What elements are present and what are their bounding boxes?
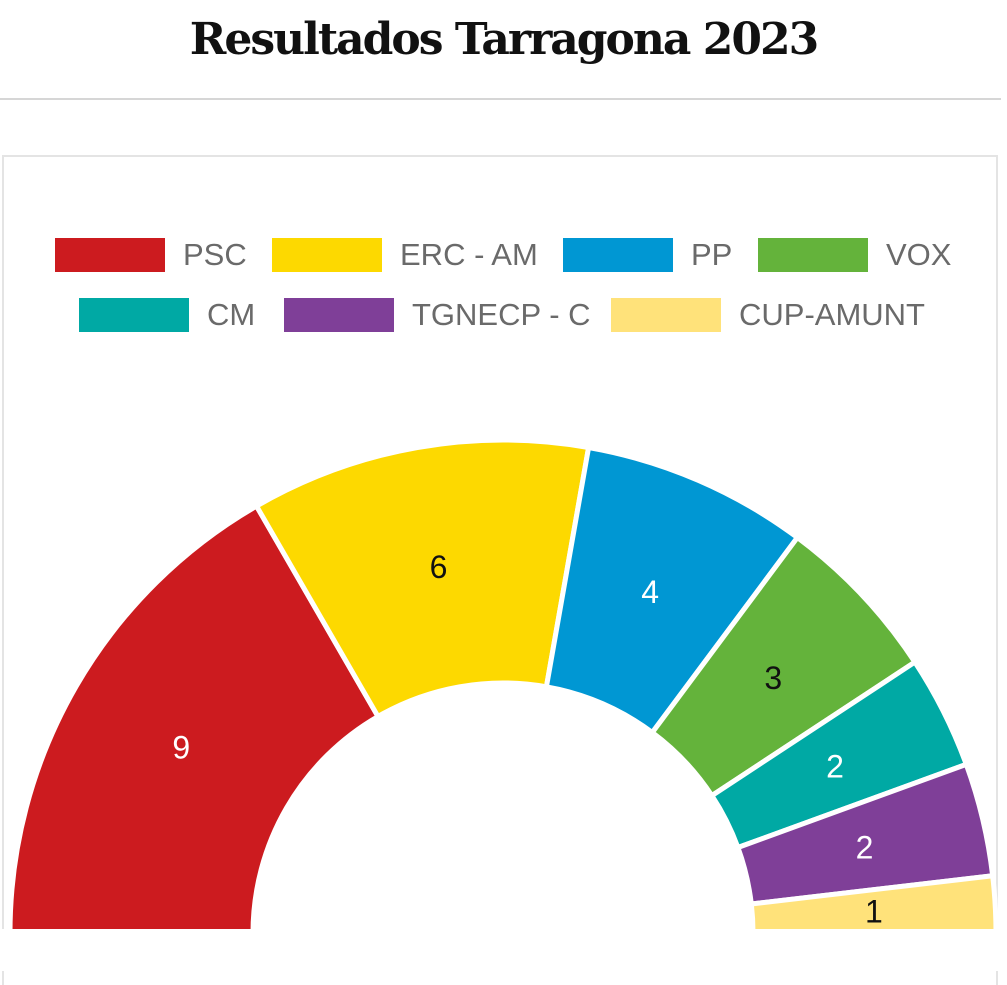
legend-label: PP: [691, 237, 733, 272]
page-title: Resultados Tarragona 2023: [189, 14, 819, 65]
data-label-vox: 3: [764, 660, 782, 696]
legend-item-tgnecp-c[interactable]: TGNECP - C: [284, 297, 591, 333]
legend-swatch: [563, 238, 673, 272]
legend-label: VOX: [886, 237, 952, 272]
data-label-tgnecp-c: 2: [856, 829, 874, 865]
legend-item-cm[interactable]: CM: [79, 297, 255, 333]
legend-item-pp[interactable]: PP: [563, 237, 732, 273]
legend-item-vox[interactable]: VOX: [758, 237, 951, 273]
title-divider: [0, 98, 1001, 100]
legend-label: ERC - AM: [400, 237, 538, 272]
legend-swatch: [55, 238, 165, 272]
legend-swatch: [284, 298, 394, 332]
data-label-cm: 2: [826, 748, 844, 784]
legend-item-erc-am[interactable]: ERC - AM: [272, 237, 538, 273]
legend-swatch: [272, 238, 382, 272]
slice-psc[interactable]: [7, 502, 382, 936]
data-label-pp: 4: [641, 574, 659, 610]
chart-baseline-mask: [0, 929, 1007, 971]
legend-swatch: [611, 298, 721, 332]
legend-swatch: [758, 238, 868, 272]
data-label-cup-amunt: 1: [865, 893, 883, 929]
legend-label: CM: [207, 297, 256, 332]
legend-item-cup-amunt[interactable]: CUP-AMUNT: [611, 297, 925, 333]
data-label-erc-am: 6: [430, 549, 448, 585]
legend-label: TGNECP - C: [412, 297, 591, 332]
slice-erc-am[interactable]: [253, 437, 592, 720]
data-label-psc: 9: [172, 729, 190, 765]
legend-label: PSC: [183, 237, 247, 272]
legend-item-psc[interactable]: PSC: [55, 237, 247, 273]
legend-label: CUP-AMUNT: [739, 297, 925, 332]
legend-swatch: [79, 298, 189, 332]
